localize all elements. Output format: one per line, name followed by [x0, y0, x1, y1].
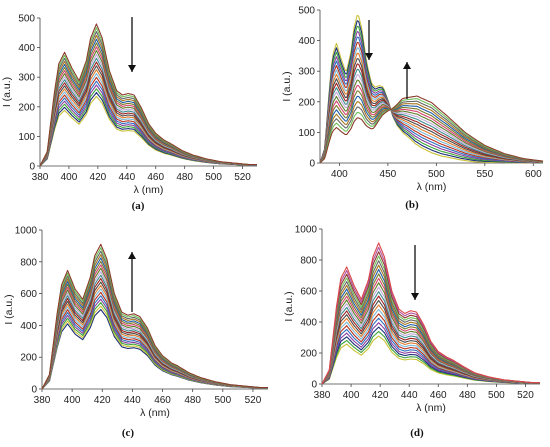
arrow-down-icon	[411, 245, 419, 300]
spectrum-line	[39, 23, 257, 167]
panel-a: 0 100 200 300 400 500 380 400 420 440 460 480 500 520…	[1, 14, 257, 212]
panel-label: (a)	[132, 200, 145, 212]
x-tick-label: 480	[459, 390, 476, 401]
spectrum-line	[41, 295, 268, 390]
y-axis-label: I (a.u.)	[283, 291, 295, 321]
x-tick-label: 440	[118, 172, 135, 183]
x-tick-label: 420	[94, 395, 111, 406]
x-tick-label: 480	[176, 172, 193, 183]
spectrum-line	[319, 101, 544, 164]
x-tick-label: 400	[331, 169, 348, 180]
spectrum-line	[321, 295, 540, 385]
x-tick-label: 520	[234, 172, 251, 183]
y-axis-label: I (a.u.)	[1, 77, 13, 107]
panel-label: (c)	[122, 427, 135, 439]
y-tick-label: 200	[300, 349, 317, 360]
x-tick-label: 500	[428, 169, 445, 180]
y-tick-label: 300	[298, 67, 315, 78]
spectrum-line	[39, 42, 257, 167]
y-axis-label: I (a.u.)	[3, 294, 15, 324]
y-tick-label: 200	[18, 102, 35, 113]
y-tick-label: 800	[300, 256, 317, 267]
panel-b: 0 100 200 300 400 500 400 450 500 550 600 λ (nm) I (…	[281, 6, 544, 211]
arrow-up-icon	[128, 252, 136, 312]
panel-c: 0 200 400 600 800 1000 380 400 420 440 460 480 500 52…	[3, 226, 268, 439]
y-tick-label: 500	[298, 6, 315, 17]
x-tick-label: 550	[476, 169, 493, 180]
x-tick-label: 380	[314, 390, 331, 401]
spectrum-line	[41, 281, 268, 390]
y-tick-label: 0	[29, 162, 35, 173]
y-tick-label: 500	[18, 14, 35, 25]
x-tick-label: 460	[147, 172, 164, 183]
x-tick-label: 500	[214, 395, 231, 406]
y-tick-label: 200	[20, 353, 37, 364]
x-tick-label: 400	[343, 390, 360, 401]
x-tick-label: 500	[205, 172, 222, 183]
y-tick-label: 400	[298, 36, 315, 47]
y-tick-label: 0	[31, 385, 37, 396]
y-tick-label: 0	[311, 380, 317, 391]
x-tick-label: 420	[372, 390, 389, 401]
spectra-series-group	[39, 23, 257, 167]
y-tick-label: 600	[300, 287, 317, 298]
x-axis-label: λ (nm)	[140, 407, 170, 419]
x-tick-label: 400	[61, 172, 78, 183]
x-tick-label: 460	[154, 395, 171, 406]
spectrum-line	[319, 95, 544, 164]
spectrum-line	[41, 254, 268, 390]
spectra-series-group	[41, 243, 268, 390]
x-tick-label: 450	[380, 169, 397, 180]
x-tick-label: 520	[517, 390, 534, 401]
spectrum-line	[41, 267, 268, 390]
x-tick-label: 480	[184, 395, 201, 406]
x-tick-label: 380	[34, 395, 51, 406]
x-tick-label: 520	[245, 395, 262, 406]
spectra-series-group	[321, 242, 540, 385]
x-tick-label: 600	[525, 169, 542, 180]
spectra-series-group	[319, 14, 544, 164]
y-tick-label: 400	[300, 318, 317, 329]
y-tick-label: 100	[18, 132, 35, 143]
x-tick-label: 400	[64, 395, 81, 406]
x-tick-label: 440	[401, 390, 418, 401]
spectrum-line	[321, 242, 540, 385]
panel-label: (d)	[410, 427, 424, 439]
x-tick-label: 440	[124, 395, 141, 406]
y-tick-label: 400	[20, 321, 37, 332]
panel-label: (b)	[405, 199, 419, 211]
arrow-up-icon	[403, 62, 411, 99]
x-tick-label: 460	[430, 390, 447, 401]
panel-d: 0 200 400 600 800 1000 380 400 420 440 460 480 500 52…	[283, 225, 540, 439]
arrow-down-icon	[128, 17, 136, 72]
y-tick-label: 1000	[295, 225, 318, 236]
y-tick-label: 400	[18, 43, 35, 54]
y-tick-label: 300	[18, 73, 35, 84]
spectrum-line	[41, 298, 268, 390]
y-axis-label: I (a.u.)	[281, 71, 293, 101]
spectrum-line	[39, 31, 257, 167]
y-tick-label: 600	[20, 289, 37, 300]
x-tick-label: 380	[32, 172, 49, 183]
y-tick-label: 1000	[15, 226, 38, 237]
spectrum-line	[41, 284, 268, 390]
x-tick-label: 420	[90, 172, 107, 183]
x-axis-label: λ (nm)	[134, 184, 164, 196]
y-tick-label: 100	[298, 128, 315, 139]
y-tick-label: 800	[20, 257, 37, 268]
x-axis-label: λ (nm)	[416, 402, 446, 414]
y-tick-label: 0	[309, 159, 315, 170]
spectrum-line	[41, 243, 268, 390]
y-tick-label: 200	[298, 97, 315, 108]
x-tick-label: 500	[488, 390, 505, 401]
x-axis-label: λ (nm)	[417, 181, 447, 193]
arrow-down-icon	[365, 20, 373, 60]
